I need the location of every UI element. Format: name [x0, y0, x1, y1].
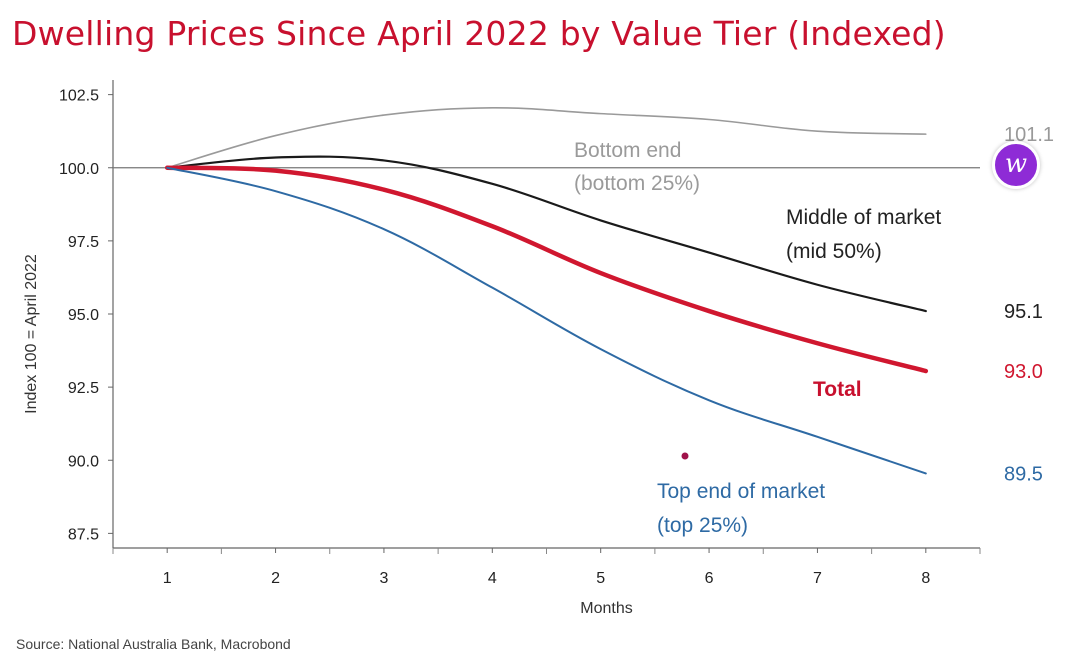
end-value-label-total: 93.0 [1004, 361, 1043, 383]
end-value-label-middle-of-market: 95.1 [1004, 301, 1043, 323]
end-value-label-bottom-end: 101.1 [1004, 124, 1054, 146]
y-axis-label: Index 100 = April 2022 [23, 254, 40, 414]
series-sublabel-top-end-of-market: (top 25%) [657, 514, 748, 537]
y-tick-label: 100.0 [59, 161, 99, 178]
x-tick-label: 3 [379, 570, 388, 587]
y-tick-label: 90.0 [68, 453, 99, 470]
chart-title: Dwelling Prices Since April 2022 by Valu… [12, 14, 946, 53]
series-sublabel-bottom-end: (bottom 25%) [574, 172, 700, 195]
x-tick-label: 8 [921, 570, 930, 587]
series-label-top-end-of-market: Top end of market [657, 480, 825, 503]
series-line-middle-of-market [166, 155, 927, 313]
y-tick-label: 87.5 [68, 526, 99, 543]
y-tick-label: 95.0 [68, 307, 99, 324]
y-tick-label: 97.5 [68, 234, 99, 251]
marker-dot [681, 452, 689, 460]
source-note: Source: National Australia Bank, Macrobo… [16, 636, 291, 652]
x-tick-label: 7 [813, 570, 822, 587]
x-tick-label: 5 [596, 570, 605, 587]
series-label-bottom-end: Bottom end [574, 139, 681, 162]
x-tick-label: 6 [705, 570, 714, 587]
w-logo-icon[interactable]: w [992, 141, 1040, 189]
x-tick-label: 4 [488, 570, 497, 587]
series-line-bottom-end [166, 106, 927, 169]
y-tick-label: 92.5 [68, 380, 99, 397]
x-tick-label: 2 [271, 570, 280, 587]
end-value-label-top-end-of-market: 89.5 [1004, 463, 1043, 485]
series-label-total: Total [813, 378, 862, 401]
y-tick-label: 102.5 [59, 88, 99, 105]
x-tick-label: 1 [163, 570, 172, 587]
series-line-top-end-of-market [166, 166, 927, 475]
x-axis-label: Months [580, 600, 632, 617]
series-line-total [164, 165, 929, 374]
series-sublabel-middle-of-market: (mid 50%) [786, 240, 882, 263]
series-label-middle-of-market: Middle of market [786, 206, 941, 229]
